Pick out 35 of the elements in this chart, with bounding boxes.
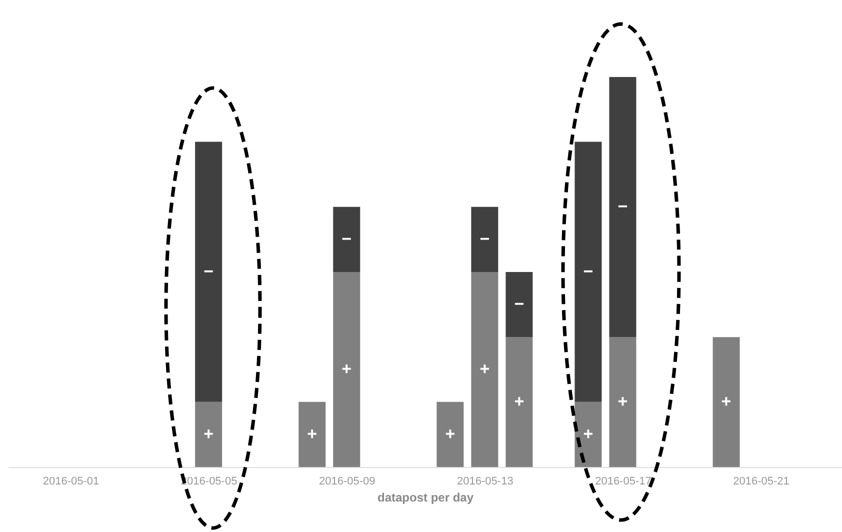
- bar: [471, 272, 498, 467]
- text: +: [583, 424, 594, 444]
- bar: [333, 272, 360, 467]
- text: +: [445, 424, 456, 444]
- bar: [506, 337, 533, 467]
- x-tick-label: 2016-05-09: [318, 476, 376, 488]
- text: −: [480, 229, 490, 248]
- bar: [471, 206, 498, 272]
- x-axis-title: datapost per day: [377, 490, 474, 504]
- bar: [195, 402, 222, 467]
- bar: [574, 142, 602, 402]
- series-label: +: [307, 424, 318, 444]
- text: −: [583, 262, 594, 281]
- text: −: [514, 294, 524, 314]
- bar: [333, 206, 360, 272]
- x-tick-label: 2016-05-21: [733, 476, 790, 488]
- text: +: [721, 392, 732, 412]
- bar: [609, 337, 636, 467]
- text: +: [204, 424, 214, 444]
- bar: [506, 272, 533, 338]
- text: +: [618, 392, 628, 412]
- text: +: [514, 392, 524, 412]
- x-tick-label: 2016-05-01: [42, 476, 100, 488]
- text: +: [480, 360, 490, 378]
- bar: [298, 402, 326, 467]
- text: −: [204, 262, 214, 281]
- text: +: [342, 360, 352, 378]
- text: −: [618, 197, 628, 216]
- bar: [712, 337, 740, 467]
- x-tick-label: 2016-05-13: [457, 476, 514, 488]
- bar: [436, 402, 464, 467]
- bar: [195, 142, 222, 402]
- bar: [609, 77, 636, 338]
- series-label: −: [342, 229, 352, 248]
- bar: [574, 402, 602, 467]
